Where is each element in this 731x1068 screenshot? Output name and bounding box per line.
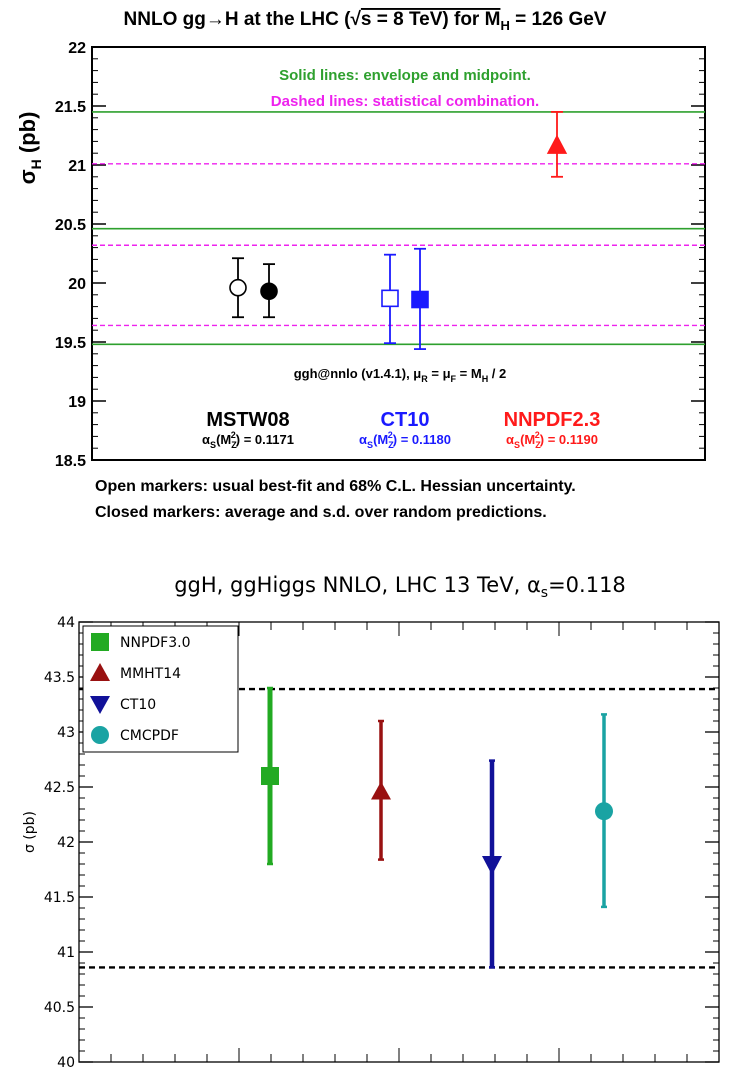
group-label-ct10: CT10 xyxy=(381,409,430,431)
bottom-chart-axes: 40 40.5 41 41.5 42 42.5 43 43.5 44 xyxy=(44,615,720,1068)
y-tick-label: 42.5 xyxy=(44,780,75,796)
group-label-mstw08: MSTW08 xyxy=(206,409,289,431)
triangle-down-marker xyxy=(482,856,502,875)
data-point-ct10-open xyxy=(381,253,399,345)
legend-entry-nnpdf3-0: NNPDF3.0 xyxy=(91,633,191,651)
triangle-up-marker xyxy=(371,781,391,800)
y-tick-label: 41 xyxy=(57,945,75,961)
y-tick-label: 18.5 xyxy=(55,453,86,470)
bottom-chart-svg: ggH, ggHiggs NNLO, LHC 13 TeV, αs=0.118 … xyxy=(22,573,720,1068)
data-point-ct10 xyxy=(482,759,502,969)
y-tick-label: 20 xyxy=(68,276,86,293)
bottom-chart-points xyxy=(261,686,613,969)
top-chart-title: NNLO gg→H at the LHC (√s = 8 TeV) for MH… xyxy=(124,9,607,33)
y-tick-label: 44 xyxy=(57,615,75,631)
legend-triangle-down-icon xyxy=(90,696,110,714)
y-tick-label: 19.5 xyxy=(55,335,86,352)
y-tick-label: 22 xyxy=(68,40,86,57)
legend-entry-mmht14: MMHT14 xyxy=(90,663,181,682)
y-tick-label: 42 xyxy=(57,835,75,851)
data-point-mstw08-closed xyxy=(260,263,278,319)
top-chart-y-axis: 18.5 19 19.5 20 20.5 21 21.5 22 xyxy=(55,40,705,470)
note-closed-markers: Closed markers: average and s.d. over ra… xyxy=(95,504,547,521)
legend-triangle-up-icon xyxy=(90,663,110,681)
data-point-nnpdf3-0 xyxy=(261,686,279,866)
top-chart-frame xyxy=(91,46,706,461)
alpha-label-nnpdf23: αS(MZ2) = 0.1190 xyxy=(506,430,598,450)
y-tick-label: 21 xyxy=(68,158,86,175)
data-point-ct10-closed xyxy=(411,247,429,350)
triangle-marker xyxy=(546,134,568,154)
bottom-chart-legend: NNPDF3.0 MMHT14 CT10 CMCPDF xyxy=(82,625,239,753)
top-chart-reference-lines xyxy=(92,111,705,346)
bottom-chart-ylabel: σ (pb) xyxy=(22,811,38,853)
legend-circle-icon xyxy=(91,726,109,744)
square-marker xyxy=(381,289,399,308)
alpha-label-ct10: αS(MZ2) = 0.1180 xyxy=(359,430,451,450)
y-tick-label: 43.5 xyxy=(44,670,75,686)
top-chart-svg: NNLO gg→H at the LHC (√s = 8 TeV) for MH… xyxy=(15,9,706,521)
legend-label: MMHT14 xyxy=(120,666,181,682)
bottom-chart-reference-lines xyxy=(79,687,719,969)
dashed-lines-annotation: Dashed lines: statistical combination. xyxy=(271,93,539,110)
legend-entry-cmcpdf: CMCPDF xyxy=(91,726,179,744)
top-chart-points xyxy=(229,111,568,350)
data-point-nnpdf2-3-closed xyxy=(546,111,568,178)
legend-label: CMCPDF xyxy=(120,728,179,744)
y-tick-label: 41.5 xyxy=(44,890,75,906)
circle-marker xyxy=(260,282,278,301)
group-label-nnpdf23: NNPDF2.3 xyxy=(504,409,601,431)
legend-square-icon xyxy=(91,633,109,651)
data-point-cmcpdf xyxy=(595,713,613,909)
y-tick-label: 19 xyxy=(68,394,86,411)
legend-label: CT10 xyxy=(120,697,156,713)
top-chart-ylabel: σH (pb) xyxy=(15,112,44,185)
y-tick-label: 40 xyxy=(57,1055,75,1068)
legend-entry-ct10: CT10 xyxy=(90,696,156,714)
y-tick-label: 40.5 xyxy=(44,1000,75,1016)
bottom-chart-panel: ggH, ggHiggs NNLO, LHC 13 TeV, αs=0.118 … xyxy=(0,560,731,1068)
data-point-mmht14 xyxy=(371,719,391,861)
code-annotation: ggh@nnlo (v1.4.1), μR = μF = MH / 2 xyxy=(294,366,507,384)
square-marker xyxy=(411,290,429,309)
square-marker xyxy=(261,767,279,785)
data-point-mstw08-open xyxy=(229,257,247,319)
solid-lines-annotation: Solid lines: envelope and midpoint. xyxy=(279,67,531,84)
legend-label: NNPDF3.0 xyxy=(120,635,191,651)
alpha-label-mstw08: αS(MZ2) = 0.1171 xyxy=(202,430,294,450)
circle-marker xyxy=(229,278,247,297)
bottom-chart-title: ggH, ggHiggs NNLO, LHC 13 TeV, αs=0.118 xyxy=(174,573,626,601)
top-chart-panel: NNLO gg→H at the LHC (√s = 8 TeV) for MH… xyxy=(0,0,731,530)
circle-marker xyxy=(595,802,613,821)
y-tick-label: 20.5 xyxy=(55,217,86,234)
note-open-markers: Open markers: usual best-fit and 68% C.L… xyxy=(95,478,576,495)
y-tick-label: 21.5 xyxy=(55,99,86,116)
y-tick-label: 43 xyxy=(57,725,75,741)
